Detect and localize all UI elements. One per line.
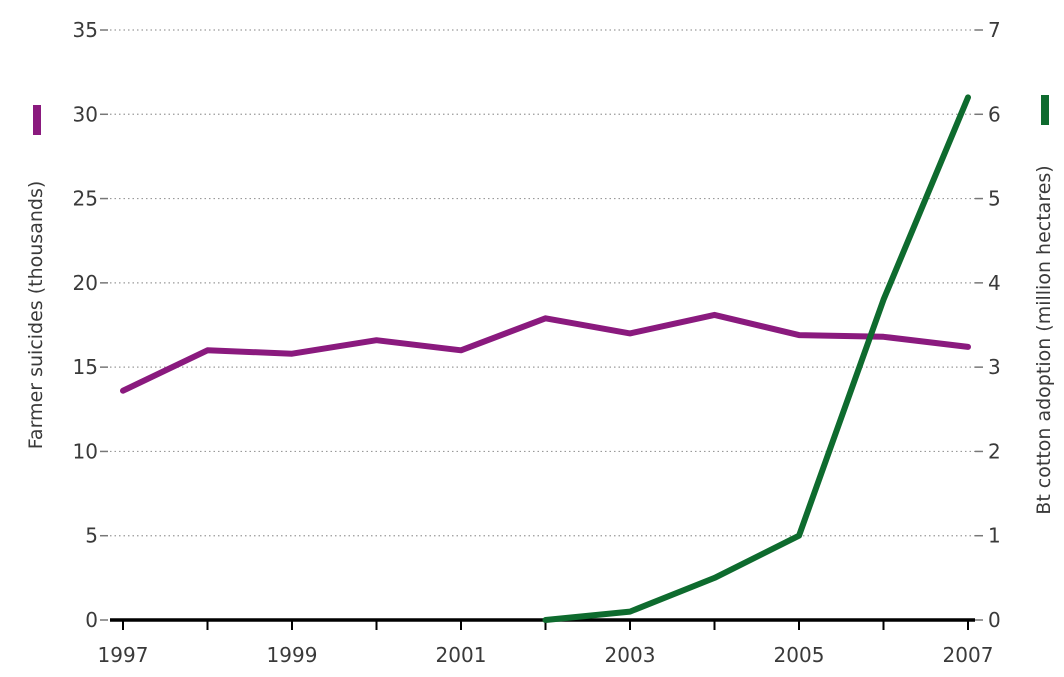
right-axis-title: Bt cotton adoption (million hectares) [1033,165,1055,514]
right-y-tick-label: 1 [988,524,1001,548]
series-lines [120,94,971,623]
right-y-tick-label: 0 [988,608,1001,632]
left-y-tick-label: 25 [73,187,98,211]
left-y-tick-label: 15 [73,355,98,379]
left-y-tick-label: 0 [85,608,98,632]
left-y-tick-label: 35 [73,18,98,42]
x-tick-label: 1997 [98,643,149,667]
right-y-tick-label: 5 [988,187,1001,211]
left-axis-legend-swatch [33,105,41,135]
right-axis-title-group: Bt cotton adoption (million hectares) [1033,95,1055,515]
x-tick-label: 1999 [267,643,318,667]
left-y-axis-ticks: 0 5 10 15 20 25 30 35 [73,18,108,632]
right-y-tick-label: 4 [988,271,1001,295]
left-axis-title-group: Farmer suicides (thousands) [25,105,47,449]
x-tick-label: 2005 [774,643,825,667]
x-axis-ticks: 1997 1999 2001 2003 2005 2007 [98,620,994,667]
right-y-tick-label: 6 [988,102,1001,126]
x-tick-label: 2003 [605,643,656,667]
farmer-suicides-series-line [120,311,971,394]
x-tick-label: 2001 [436,643,487,667]
left-y-tick-label: 5 [85,524,98,548]
left-axis-title: Farmer suicides (thousands) [25,181,47,450]
left-y-tick-label: 20 [73,271,98,295]
right-axis-legend-swatch [1041,95,1049,125]
right-y-tick-label: 7 [988,18,1001,42]
right-y-tick-label: 2 [988,439,1001,463]
left-y-tick-label: 30 [73,102,98,126]
left-y-tick-label: 10 [73,439,98,463]
bt-cotton-series-line [542,94,971,623]
x-tick-label: 2007 [943,643,994,667]
gridlines [110,29,975,537]
right-y-tick-label: 3 [988,355,1001,379]
right-y-axis-ticks: 0 1 2 3 4 5 6 7 [975,18,1001,632]
